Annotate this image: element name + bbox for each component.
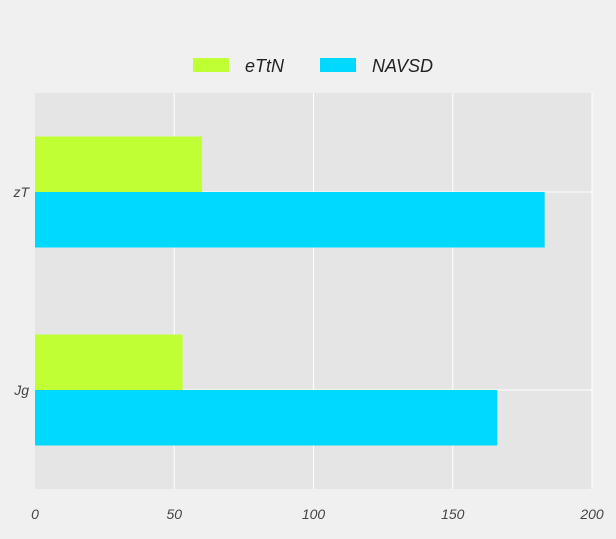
bars (35, 136, 545, 446)
y-tick-label-zT: zT (12, 184, 30, 200)
legend: eTtN NAVSD (193, 56, 433, 76)
y-axis-ticks: zT Jg (12, 184, 30, 398)
x-tick-label-0: 0 (31, 506, 39, 522)
y-tick-label-Jg: Jg (13, 382, 29, 398)
x-axis-ticks: 0 50 100 150 200 (31, 506, 604, 522)
bar-NAVSD-Jg (35, 390, 498, 446)
x-tick-label-100: 100 (302, 506, 326, 522)
legend-swatch-NAVSD (320, 58, 356, 72)
bar-eTtN-zT (35, 136, 203, 192)
bar-NAVSD-zT (35, 192, 545, 248)
legend-label-NAVSD: NAVSD (372, 56, 433, 76)
bar-eTtN-Jg (35, 334, 183, 390)
legend-label-eTtN: eTtN (245, 56, 285, 76)
legend-swatch-eTtN (193, 58, 229, 72)
x-tick-label-200: 200 (579, 506, 604, 522)
x-tick-label-150: 150 (441, 506, 465, 522)
x-tick-label-50: 50 (166, 506, 182, 522)
